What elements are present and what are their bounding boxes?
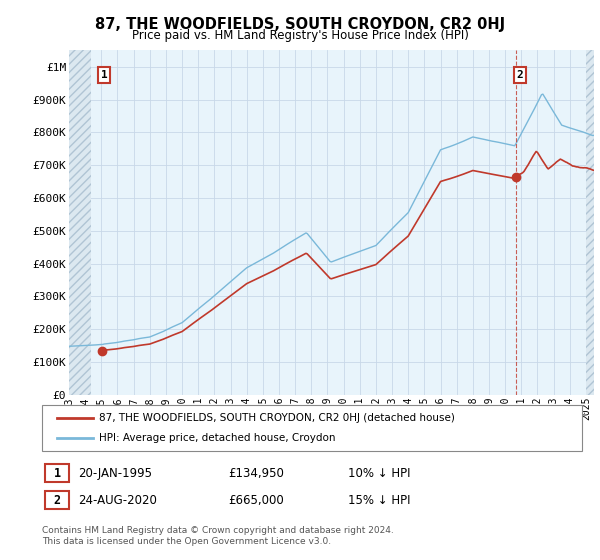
Text: 10% ↓ HPI: 10% ↓ HPI	[348, 466, 410, 480]
Text: 24-AUG-2020: 24-AUG-2020	[78, 493, 157, 507]
Text: 2: 2	[53, 493, 61, 507]
Bar	[69, 50, 91, 395]
Text: 87, THE WOODFIELDS, SOUTH CROYDON, CR2 0HJ: 87, THE WOODFIELDS, SOUTH CROYDON, CR2 0…	[95, 17, 505, 32]
Text: 87, THE WOODFIELDS, SOUTH CROYDON, CR2 0HJ (detached house): 87, THE WOODFIELDS, SOUTH CROYDON, CR2 0…	[99, 413, 455, 423]
Text: £665,000: £665,000	[228, 493, 284, 507]
Text: 15% ↓ HPI: 15% ↓ HPI	[348, 493, 410, 507]
Text: HPI: Average price, detached house, Croydon: HPI: Average price, detached house, Croy…	[99, 433, 335, 443]
Text: Price paid vs. HM Land Registry's House Price Index (HPI): Price paid vs. HM Land Registry's House …	[131, 29, 469, 42]
Text: Contains HM Land Registry data © Crown copyright and database right 2024.
This d: Contains HM Land Registry data © Crown c…	[42, 526, 394, 546]
Text: 1: 1	[53, 466, 61, 480]
Text: 20-JAN-1995: 20-JAN-1995	[78, 466, 152, 480]
Text: 2: 2	[517, 70, 523, 80]
Bar	[586, 50, 594, 395]
Text: 1: 1	[101, 70, 107, 80]
Text: £134,950: £134,950	[228, 466, 284, 480]
